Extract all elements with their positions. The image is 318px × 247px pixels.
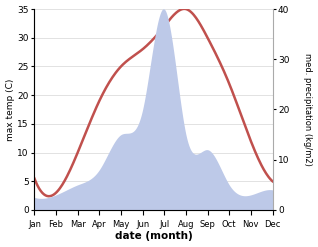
Y-axis label: max temp (C): max temp (C) — [5, 78, 15, 141]
Y-axis label: med. precipitation (kg/m2): med. precipitation (kg/m2) — [303, 53, 313, 166]
X-axis label: date (month): date (month) — [114, 231, 192, 242]
